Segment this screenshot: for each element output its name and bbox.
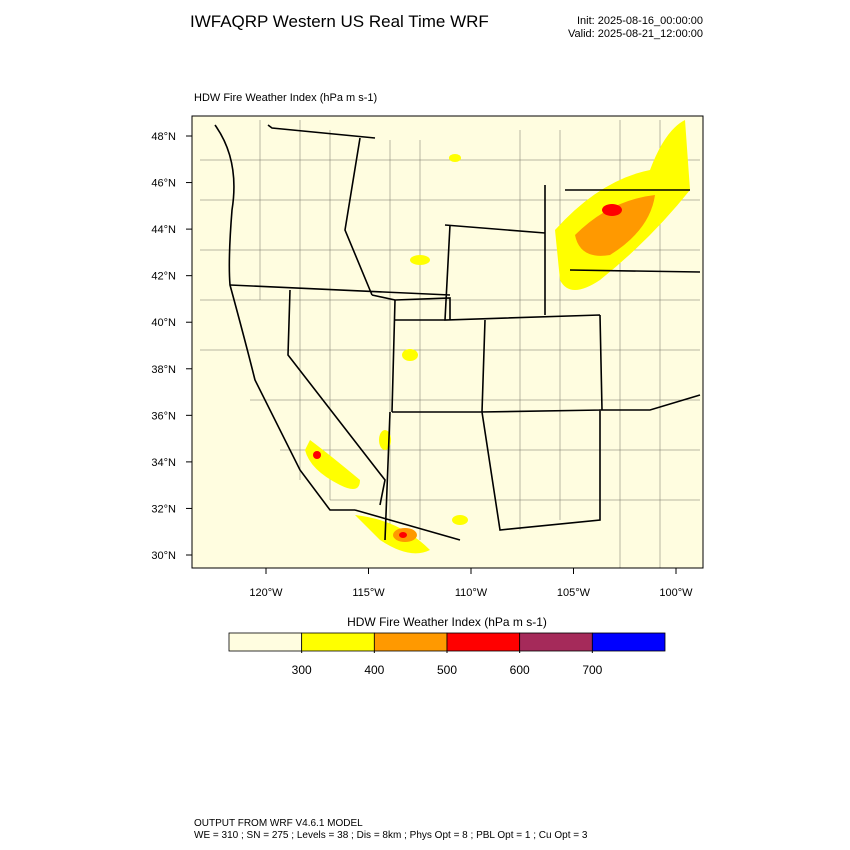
lat-label: 36°N	[151, 410, 176, 422]
map-title: HDW Fire Weather Index (hPa m s-1)	[194, 92, 377, 104]
lat-label: 40°N	[151, 317, 176, 329]
lat-label: 46°N	[151, 178, 176, 190]
map-frame	[191, 115, 704, 569]
footer-line: OUTPUT FROM WRF V4.6.1 MODEL	[194, 818, 363, 829]
lat-label: 42°N	[151, 271, 176, 283]
lat-label: 30°N	[151, 550, 176, 562]
colorbar-box	[373, 632, 448, 652]
lon-label: 105°W	[557, 587, 591, 599]
fire-index-areas	[305, 120, 690, 554]
colorbar-tick-label: 600	[510, 663, 530, 677]
colorbar-tick-label: 700	[582, 663, 602, 677]
lon-label: 120°W	[249, 587, 283, 599]
lon-label: 115°W	[352, 587, 385, 599]
colorbar-box	[301, 632, 375, 652]
map	[191, 115, 704, 569]
title: IWFAQRP Western US Real Time WRF	[190, 12, 489, 31]
colorbar-tick-label: 300	[292, 663, 312, 677]
valid-time: Valid: 2025-08-21_12:00:00	[568, 28, 703, 40]
lon-label: 100°W	[659, 587, 693, 599]
colorbar-tick-label: 400	[364, 663, 384, 677]
colorbar-title: HDW Fire Weather Index (hPa m s-1)	[347, 615, 547, 629]
state-borders	[214, 124, 701, 541]
colorbar-tick-label: 500	[437, 663, 457, 677]
lat-label: 44°N	[151, 224, 176, 236]
footer-line: WE = 310 ; SN = 275 ; Levels = 38 ; Dis …	[194, 830, 588, 841]
colorbar-box	[228, 632, 303, 652]
colorbar-box	[519, 632, 593, 652]
lat-label: 38°N	[151, 364, 176, 376]
colorbar-box	[591, 632, 666, 652]
lat-label: 32°N	[151, 503, 176, 515]
lat-label: 34°N	[151, 457, 176, 469]
init-time: Init: 2025-08-16_00:00:00	[577, 15, 703, 27]
lat-label: 48°N	[151, 131, 176, 143]
colorbar-box	[446, 632, 521, 652]
lon-label: 110°W	[455, 587, 488, 599]
